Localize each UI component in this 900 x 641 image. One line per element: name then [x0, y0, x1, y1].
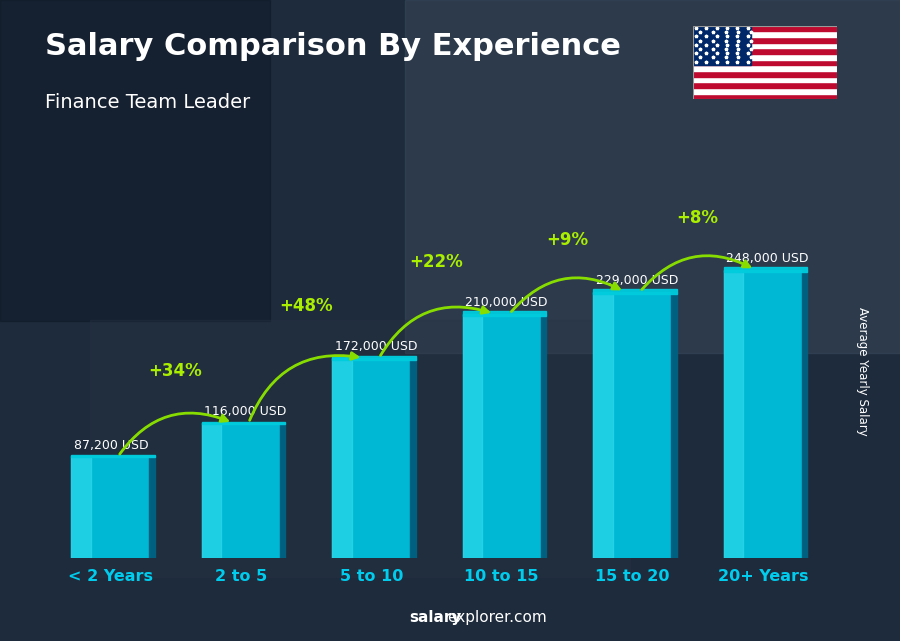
Text: 248,000 USD: 248,000 USD: [726, 252, 809, 265]
Bar: [693, 26, 837, 31]
Bar: [71, 456, 155, 457]
Bar: [202, 423, 280, 558]
Bar: [280, 423, 285, 558]
Text: +22%: +22%: [410, 253, 464, 271]
Text: Average Yearly Salary: Average Yearly Salary: [856, 308, 868, 436]
Text: 229,000 USD: 229,000 USD: [596, 274, 678, 287]
Bar: [593, 292, 613, 558]
Bar: [463, 313, 541, 558]
Bar: [202, 422, 285, 424]
Bar: [71, 456, 91, 558]
Bar: [593, 292, 671, 558]
Bar: [693, 48, 837, 54]
Text: 172,000 USD: 172,000 USD: [335, 340, 418, 353]
Text: 87,200 USD: 87,200 USD: [74, 439, 148, 452]
Bar: [463, 313, 482, 558]
Bar: [332, 358, 410, 558]
Text: 210,000 USD: 210,000 USD: [465, 296, 548, 309]
Bar: [724, 270, 802, 558]
Bar: [90, 320, 630, 577]
Bar: [149, 456, 155, 558]
Text: +34%: +34%: [148, 362, 202, 380]
Bar: [693, 65, 837, 71]
Text: Finance Team Leader: Finance Team Leader: [45, 93, 250, 112]
Bar: [693, 77, 837, 82]
Bar: [71, 456, 149, 558]
Text: explorer.com: explorer.com: [447, 610, 547, 625]
Text: 116,000 USD: 116,000 USD: [204, 406, 286, 419]
Bar: [541, 313, 546, 558]
Bar: [693, 54, 837, 60]
Text: +9%: +9%: [546, 231, 588, 249]
Bar: [724, 267, 807, 272]
Bar: [202, 423, 221, 558]
Bar: [593, 289, 677, 294]
Bar: [724, 270, 743, 558]
Bar: [802, 270, 807, 558]
Bar: [693, 43, 837, 48]
Bar: [693, 31, 837, 37]
Bar: [693, 26, 751, 65]
Text: +48%: +48%: [279, 297, 333, 315]
Bar: [671, 292, 677, 558]
Bar: [405, 0, 900, 353]
Text: +8%: +8%: [677, 209, 718, 227]
Bar: [693, 37, 837, 43]
Bar: [0, 0, 270, 320]
Bar: [693, 88, 837, 94]
Bar: [693, 60, 837, 65]
Bar: [693, 82, 837, 88]
Bar: [463, 312, 546, 316]
Bar: [693, 94, 837, 99]
Bar: [332, 356, 416, 360]
Text: salary: salary: [410, 610, 462, 625]
Text: Salary Comparison By Experience: Salary Comparison By Experience: [45, 32, 621, 61]
Bar: [332, 358, 352, 558]
Bar: [693, 71, 837, 77]
Bar: [410, 358, 416, 558]
